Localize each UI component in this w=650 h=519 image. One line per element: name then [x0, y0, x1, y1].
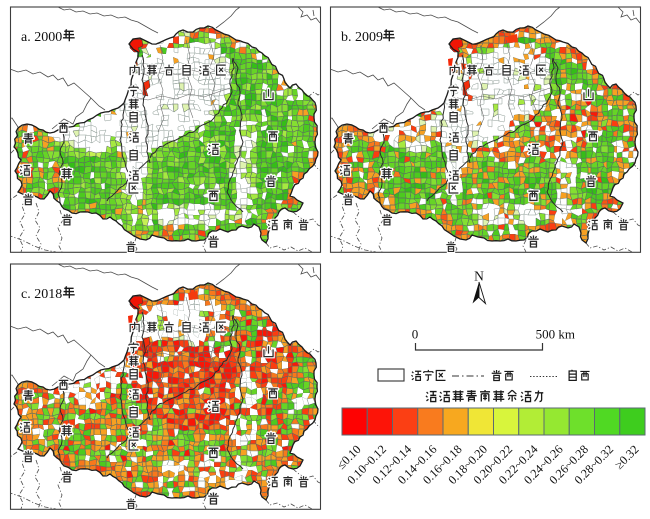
svg-text:c. 2018: c. 2018	[21, 287, 62, 302]
svg-text:b. 2009: b. 2009	[341, 30, 383, 45]
svg-text:0: 0	[412, 327, 419, 342]
svg-text:500 km: 500 km	[536, 327, 575, 342]
svg-text:N: N	[474, 269, 484, 284]
svg-text:a. 2000: a. 2000	[21, 30, 62, 45]
